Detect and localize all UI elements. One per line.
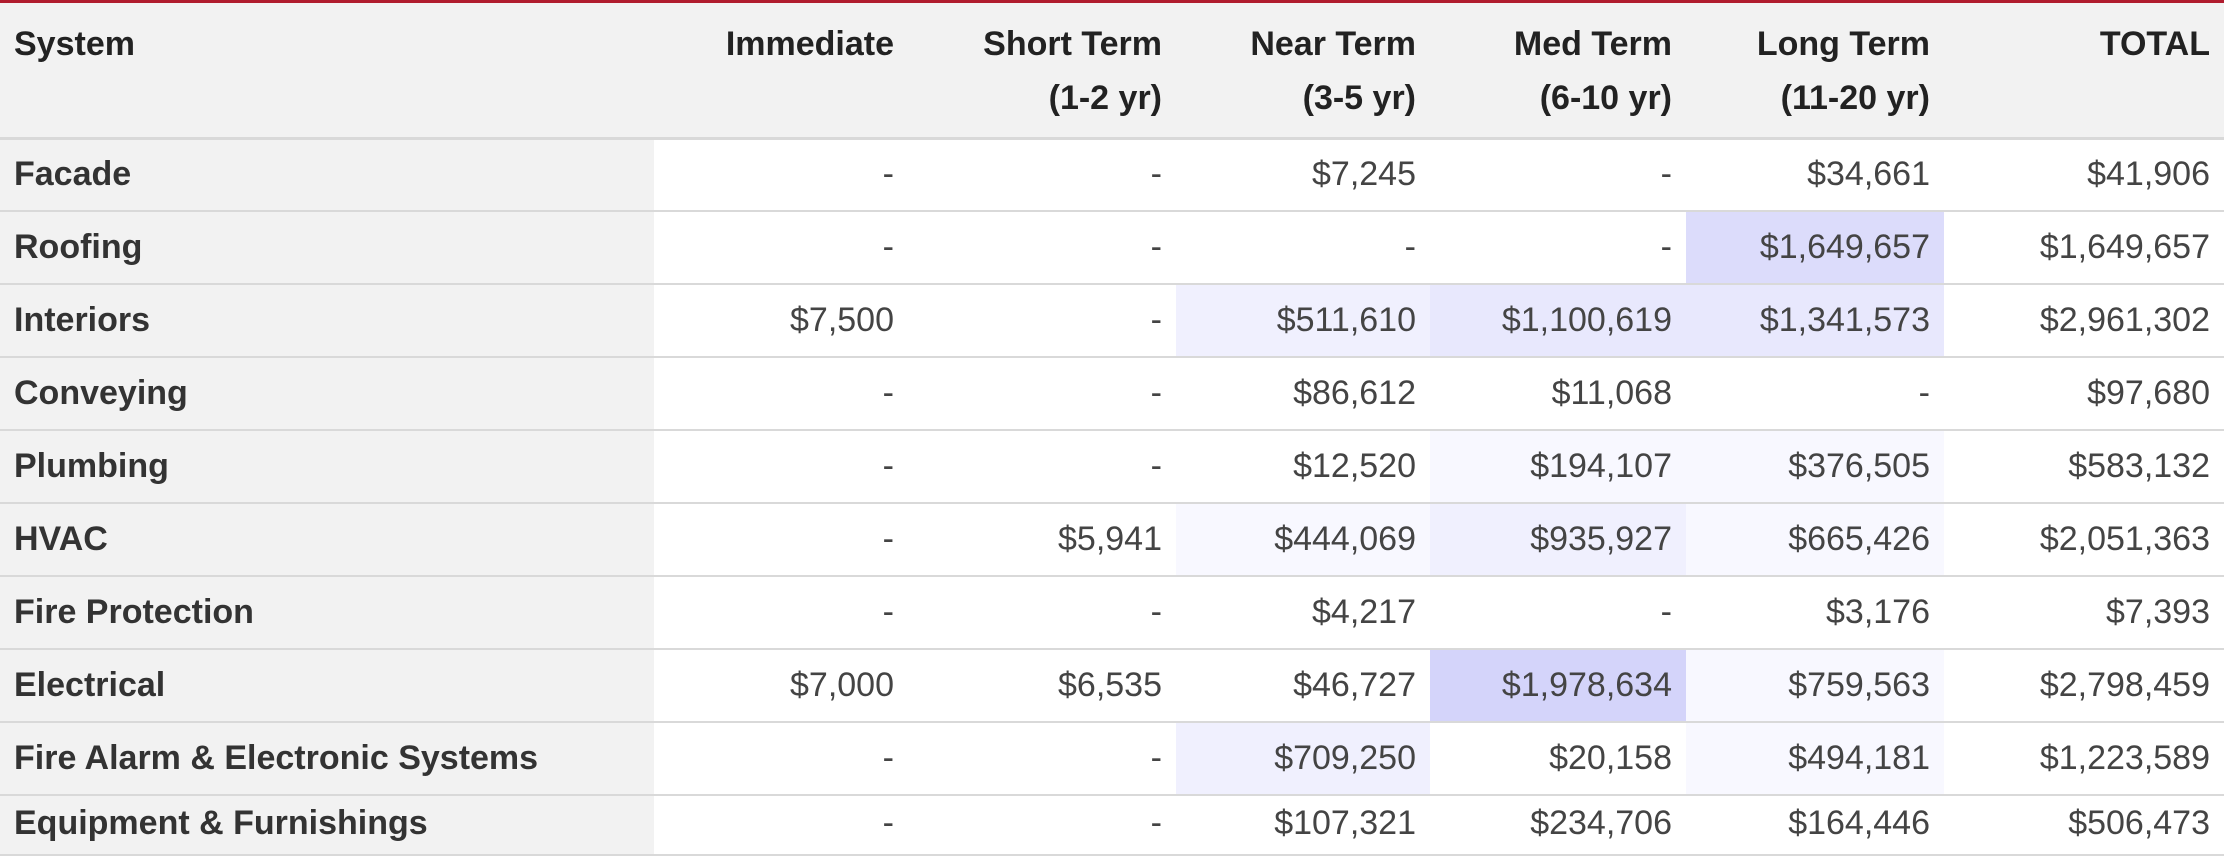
header-total: TOTAL: [1944, 3, 2224, 140]
table-row: Fire Alarm & Electronic Systems - - $709,25…: [0, 722, 2224, 796]
long-term-cell: $494,181: [1686, 722, 1944, 796]
system-name-cell: Facade: [0, 138, 654, 212]
immediate-cell: -: [654, 138, 908, 212]
short-term-cell: -: [908, 138, 1176, 212]
near-term-cell: $4,217: [1176, 576, 1430, 650]
total-cell: $2,961,302: [1944, 284, 2224, 358]
med-term-cell: $20,158: [1430, 722, 1686, 796]
header-med-term: Med Term (6-10 yr): [1430, 3, 1686, 140]
system-name-cell: Plumbing: [0, 430, 654, 504]
long-term-cell: $1,649,657: [1686, 211, 1944, 285]
table-row: Equipment & Furnishings - - $107,321 $234,70…: [0, 795, 2224, 856]
med-term-cell: $234,706: [1430, 795, 1686, 856]
med-term-cell: $1,100,619: [1430, 284, 1686, 358]
table-row: Fire Protection - - $4,217- $3,176 $7,393: [0, 576, 2224, 650]
short-term-cell: -: [908, 211, 1176, 285]
header-long-term: Long Term (11-20 yr): [1686, 3, 1944, 140]
total-cell: $97,680: [1944, 357, 2224, 431]
system-name-cell: Fire Alarm & Electronic Systems: [0, 722, 654, 796]
system-name-cell: Interiors: [0, 284, 654, 358]
total-cell: $2,798,459: [1944, 649, 2224, 723]
total-cell: $7,393: [1944, 576, 2224, 650]
long-term-cell: $665,426: [1686, 503, 1944, 577]
short-term-cell: -: [908, 284, 1176, 358]
med-term-cell: $194,107: [1430, 430, 1686, 504]
near-term-cell: $511,610: [1176, 284, 1430, 358]
near-term-cell: $12,520: [1176, 430, 1430, 504]
table-top-border: [0, 0, 2224, 3]
capital-needs-table: System Immediate Short Term (1-2 yr) Near…: [0, 3, 2224, 856]
table-body: Facade - - $7,245- $34,661 $41,906 Roofing - - - -…: [0, 138, 2224, 856]
med-term-cell: -: [1430, 576, 1686, 650]
table-row: HVAC - $5,941 $444,069 $935,927 $665,426 $2,05…: [0, 503, 2224, 577]
system-name-cell: Roofing: [0, 211, 654, 285]
header-short-term: Short Term (1-2 yr): [908, 3, 1176, 140]
table-row: Electrical $7,000 $6,535 $46,727 $1,978,634 $…: [0, 649, 2224, 723]
immediate-cell: $7,500: [654, 284, 908, 358]
system-name-cell: Electrical: [0, 649, 654, 723]
immediate-cell: -: [654, 722, 908, 796]
long-term-cell: $34,661: [1686, 138, 1944, 212]
near-term-cell: -: [1176, 211, 1430, 285]
total-cell: $506,473: [1944, 795, 2224, 856]
med-term-cell: $935,927: [1430, 503, 1686, 577]
immediate-cell: $7,000: [654, 649, 908, 723]
immediate-cell: -: [654, 503, 908, 577]
short-term-cell: -: [908, 357, 1176, 431]
short-term-cell: $5,941: [908, 503, 1176, 577]
table-row: Facade - - $7,245- $34,661 $41,906: [0, 138, 2224, 212]
near-term-cell: $7,245: [1176, 138, 1430, 212]
long-term-cell: $759,563: [1686, 649, 1944, 723]
immediate-cell: -: [654, 795, 908, 856]
header-system: System: [0, 3, 654, 140]
total-cell: $583,132: [1944, 430, 2224, 504]
long-term-cell: $376,505: [1686, 430, 1944, 504]
near-term-cell: $86,612: [1176, 357, 1430, 431]
long-term-cell: -: [1686, 357, 1944, 431]
table-row: Interiors $7,500- $511,610 $1,100,619 $1,341…: [0, 284, 2224, 358]
immediate-cell: -: [654, 576, 908, 650]
short-term-cell: -: [908, 722, 1176, 796]
short-term-cell: $6,535: [908, 649, 1176, 723]
total-cell: $1,223,589: [1944, 722, 2224, 796]
short-term-cell: -: [908, 795, 1176, 856]
near-term-cell: $444,069: [1176, 503, 1430, 577]
system-name-cell: Conveying: [0, 357, 654, 431]
header-near-term: Near Term (3-5 yr): [1176, 3, 1430, 140]
immediate-cell: -: [654, 430, 908, 504]
med-term-cell: -: [1430, 211, 1686, 285]
immediate-cell: -: [654, 211, 908, 285]
header-row: System Immediate Short Term (1-2 yr) Near…: [0, 3, 2224, 140]
system-name-cell: Fire Protection: [0, 576, 654, 650]
med-term-cell: $11,068: [1430, 357, 1686, 431]
near-term-cell: $709,250: [1176, 722, 1430, 796]
near-term-cell: $46,727: [1176, 649, 1430, 723]
long-term-cell: $1,341,573: [1686, 284, 1944, 358]
table-row: Conveying - - $86,612 $11,068- $97,680: [0, 357, 2224, 431]
table-row: Roofing - - - - $1,649,657 $1,649,657: [0, 211, 2224, 285]
med-term-cell: $1,978,634: [1430, 649, 1686, 723]
total-cell: $41,906: [1944, 138, 2224, 212]
immediate-cell: -: [654, 357, 908, 431]
header-immediate: Immediate: [654, 3, 908, 140]
short-term-cell: -: [908, 576, 1176, 650]
short-term-cell: -: [908, 430, 1176, 504]
system-name-cell: Equipment & Furnishings: [0, 795, 654, 856]
total-cell: $2,051,363: [1944, 503, 2224, 577]
system-name-cell: HVAC: [0, 503, 654, 577]
near-term-cell: $107,321: [1176, 795, 1430, 856]
total-cell: $1,649,657: [1944, 211, 2224, 285]
long-term-cell: $164,446: [1686, 795, 1944, 856]
table-row: Plumbing - - $12,520 $194,107 $376,505 $583,13…: [0, 430, 2224, 504]
long-term-cell: $3,176: [1686, 576, 1944, 650]
med-term-cell: -: [1430, 138, 1686, 212]
